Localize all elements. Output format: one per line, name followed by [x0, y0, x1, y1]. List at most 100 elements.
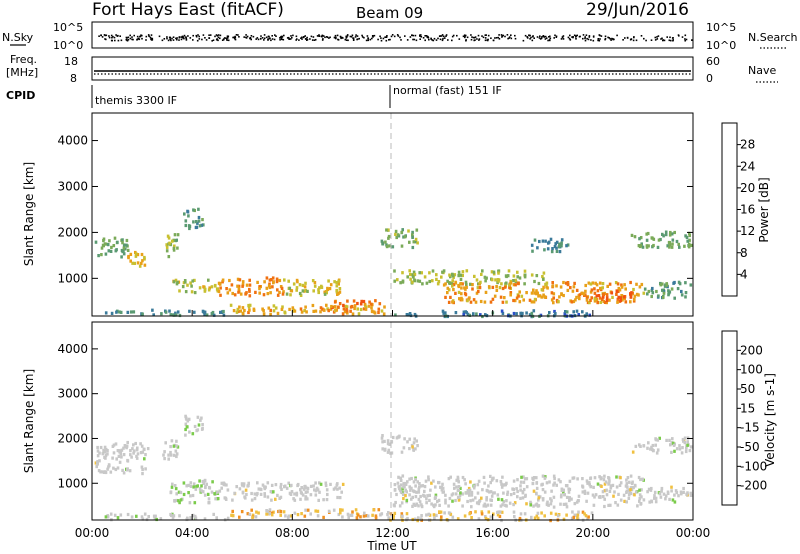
data-cell	[268, 282, 271, 286]
data-cell	[164, 310, 168, 314]
data-cell	[239, 309, 242, 313]
data-cell	[689, 491, 693, 495]
data-cell	[490, 278, 494, 282]
nsky-point	[531, 39, 534, 42]
data-cell	[309, 512, 312, 516]
nsky-point	[180, 36, 183, 38]
nsky-point	[598, 39, 601, 42]
nsky-point	[529, 38, 531, 40]
data-cell	[462, 310, 466, 314]
data-cell	[287, 279, 290, 283]
data-cell	[405, 512, 409, 516]
data-cell	[540, 483, 543, 487]
data-cell	[184, 414, 187, 418]
data-cell	[341, 508, 344, 512]
data-cell	[444, 498, 447, 502]
data-cell	[176, 280, 179, 284]
data-cell	[231, 498, 234, 502]
nsky-point	[227, 39, 230, 42]
data-cell	[603, 504, 606, 509]
data-cell	[368, 300, 371, 304]
data-cell	[605, 493, 609, 497]
data-cell	[630, 233, 634, 237]
nsky-point	[600, 35, 603, 37]
nsky-point	[208, 37, 211, 39]
data-cell	[400, 450, 404, 454]
nsky-point	[671, 37, 674, 39]
nsky-point	[202, 34, 205, 36]
velocity-y-label: Slant Range [km]	[22, 369, 36, 473]
nsky-point	[346, 34, 349, 37]
power-colorbar-tick-label: 16	[740, 203, 755, 217]
data-cell	[214, 497, 217, 501]
data-cell	[130, 515, 134, 519]
data-cell	[210, 490, 214, 494]
data-cell	[428, 498, 431, 502]
data-cell	[686, 440, 689, 444]
nsky-point	[269, 37, 271, 40]
data-cell	[516, 495, 519, 499]
nsky-point	[592, 39, 595, 42]
data-cell	[334, 486, 337, 490]
data-cell	[616, 282, 620, 286]
data-cell	[504, 282, 507, 286]
nsky-point	[117, 39, 120, 42]
data-cell	[651, 291, 655, 295]
nsky-point	[608, 37, 610, 39]
data-cell	[516, 489, 519, 494]
data-cell	[661, 288, 664, 292]
data-cell	[448, 496, 452, 501]
nsky-point	[465, 39, 467, 42]
data-cell	[97, 254, 100, 258]
nsky-point	[208, 34, 210, 36]
data-cell	[484, 516, 488, 520]
data-cell	[401, 271, 404, 275]
data-cell	[244, 292, 247, 296]
data-cell	[193, 291, 197, 295]
y-tick-label: 4000	[57, 134, 88, 148]
data-cell	[423, 489, 426, 493]
data-cell	[197, 423, 201, 427]
data-cell	[386, 513, 389, 517]
nsky-point	[481, 35, 483, 37]
data-cell	[97, 469, 101, 473]
nsky-point	[528, 34, 530, 36]
nsky-tick-bottom: 10^0	[53, 39, 83, 52]
data-cell	[125, 444, 129, 448]
nsky-point	[586, 37, 588, 40]
data-cell	[228, 278, 231, 283]
nsky-point	[192, 39, 194, 41]
data-cell	[652, 243, 655, 248]
nsky-point	[588, 35, 591, 37]
data-cell	[118, 450, 121, 454]
data-cell	[439, 510, 443, 514]
nsky-point	[223, 37, 226, 39]
data-cell	[288, 307, 291, 311]
data-cell	[608, 298, 611, 302]
nsky-point	[441, 39, 444, 42]
data-cell	[318, 481, 321, 485]
data-cell	[175, 492, 178, 496]
data-cell	[346, 512, 350, 516]
data-cell	[232, 309, 236, 313]
data-cell	[272, 280, 275, 284]
data-cell	[489, 481, 492, 485]
x-tick-label: 00:00	[676, 526, 711, 540]
nsky-point	[433, 37, 436, 40]
nsky-point	[568, 37, 571, 40]
data-cell	[231, 509, 234, 513]
nsky-point	[197, 34, 199, 36]
data-cell	[583, 489, 587, 493]
data-cell	[306, 508, 310, 512]
data-cell	[102, 448, 105, 452]
data-cell	[339, 508, 342, 512]
nsky-point	[561, 36, 564, 39]
data-cell	[272, 309, 276, 313]
data-cell	[542, 293, 545, 297]
nsky-point	[533, 37, 535, 39]
data-cell	[174, 278, 178, 282]
nsky-point	[604, 38, 606, 41]
data-cell	[535, 289, 538, 293]
data-cell	[506, 492, 509, 496]
data-cell	[252, 308, 256, 312]
